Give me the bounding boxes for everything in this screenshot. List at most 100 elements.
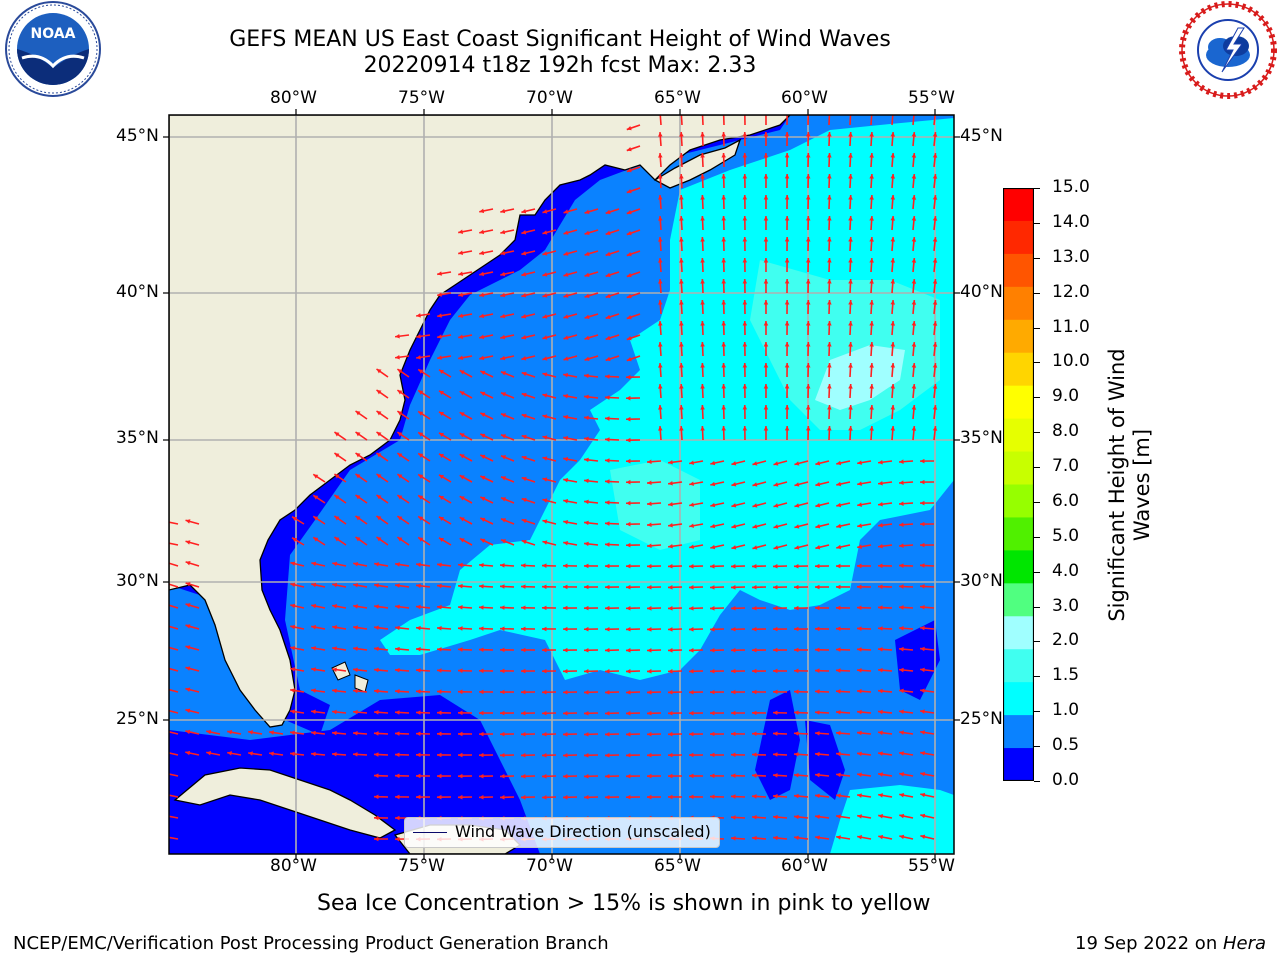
wave-direction-arrow: [856, 688, 872, 694]
wave-direction-arrow: [290, 603, 305, 609]
wave-direction-arrow: [848, 278, 853, 294]
wave-direction-arrow: [311, 646, 326, 651]
wave-direction-arrow: [848, 173, 853, 189]
wave-direction-arrow: [541, 563, 557, 568]
wave-direction-arrow: [625, 374, 641, 380]
wave-direction-arrow: [521, 413, 536, 420]
wave-direction-arrow: [890, 215, 896, 231]
wave-direction-arrow: [521, 313, 536, 319]
colorbar-tick: [1034, 606, 1040, 608]
noaa-logo: NOAA: [5, 1, 101, 97]
wave-direction-arrow: [626, 208, 641, 215]
wave-direction-arrow: [457, 562, 473, 568]
wave-direction-arrow: [521, 392, 536, 399]
wave-direction-arrow: [520, 668, 536, 674]
wave-direction-arrow: [541, 795, 557, 800]
wave-direction-arrow: [784, 152, 790, 168]
wave-direction-arrow: [836, 835, 851, 840]
colorbar-segment: [1003, 616, 1034, 650]
wave-direction-arrow: [784, 278, 790, 294]
colorbar-segment: [1003, 748, 1034, 781]
wave-direction-arrow: [836, 544, 851, 550]
wave-direction-arrow: [626, 187, 641, 194]
wave-direction-arrow: [478, 668, 494, 674]
wave-direction-arrow: [457, 583, 473, 589]
wave-direction-arrow: [815, 502, 830, 508]
lon-label-bottom-70: 70°W: [526, 856, 573, 876]
wave-direction-arrow: [437, 313, 452, 318]
wave-direction-arrow: [374, 562, 389, 567]
wave-direction-arrow: [730, 773, 746, 778]
wave-direction-arrow: [478, 710, 494, 716]
wave-direction-arrow: [898, 459, 914, 464]
wave-direction-arrow: [742, 236, 748, 252]
wave-direction-arrow: [227, 751, 242, 756]
wave-direction-arrow: [500, 292, 515, 298]
colorbar-segment: [1003, 352, 1034, 387]
wave-direction-arrow: [898, 501, 914, 506]
wave-direction-arrow: [521, 539, 536, 546]
wave-direction-arrow: [742, 341, 748, 357]
wave-direction-arrow: [814, 731, 830, 736]
wave-direction-arrow: [459, 369, 473, 378]
wave-direction-arrow: [721, 257, 726, 273]
wave-direction-arrow: [311, 582, 326, 588]
wave-direction-arrow: [459, 516, 473, 525]
wave-direction-arrow: [332, 646, 347, 651]
wave-direction-arrow: [731, 523, 746, 529]
wave-direction-arrow: [869, 194, 874, 210]
wave-direction-arrow: [500, 250, 515, 256]
wave-direction-arrow: [290, 667, 305, 672]
wave-direction-arrow: [721, 236, 726, 252]
wave-direction-arrow: [814, 626, 830, 632]
wave-direction-arrow: [932, 257, 938, 273]
wave-direction-arrow: [751, 585, 767, 590]
wave-direction-arrow: [668, 502, 683, 507]
colorbar-tick: [1034, 292, 1040, 294]
wave-direction-arrow: [835, 668, 851, 673]
wave-direction-arrow: [658, 131, 663, 147]
wave-direction-arrow: [898, 605, 914, 610]
wave-direction-arrow: [396, 452, 410, 462]
wave-direction-arrow: [827, 383, 832, 399]
wave-direction-arrow: [688, 564, 704, 569]
wave-direction-arrow: [679, 320, 684, 336]
wave-direction-arrow: [814, 584, 830, 590]
wave-direction-arrow: [436, 731, 452, 737]
wave-direction-arrow: [290, 709, 305, 714]
wave-direction-arrow: [932, 173, 938, 189]
wave-direction-arrow: [459, 453, 473, 462]
wave-direction-arrow: [185, 582, 200, 588]
colorbar-tick-label: 15.0: [1052, 177, 1090, 197]
wave-direction-arrow: [911, 425, 917, 441]
wave-direction-arrow: [710, 502, 725, 508]
wave-direction-arrow: [689, 523, 704, 528]
wave-direction-arrow: [353, 667, 368, 673]
colorbar-tick: [1034, 676, 1040, 678]
wave-direction-arrow: [583, 753, 599, 758]
colorbar-tick: [1034, 397, 1040, 399]
wave-direction-arrow: [679, 152, 684, 168]
wave-direction-arrow: [751, 626, 767, 632]
wave-direction-arrow: [805, 404, 811, 420]
wave-direction-arrow: [658, 173, 663, 189]
wave-direction-arrow: [721, 404, 726, 420]
wave-direction-arrow: [520, 563, 536, 568]
wave-direction-arrow: [742, 299, 748, 315]
wave-direction-arrow: [605, 271, 620, 278]
wave-direction-arrow: [604, 395, 620, 400]
wave-direction-arrow: [311, 603, 326, 609]
wave-direction-arrow: [417, 473, 431, 483]
wave-direction-arrow: [583, 774, 599, 779]
lon-label-top-60: 60°W: [781, 88, 828, 108]
wave-direction-arrow: [730, 689, 746, 695]
noaa-logo-text: NOAA: [31, 26, 76, 42]
wave-direction-arrow: [752, 460, 767, 466]
wave-direction-arrow: [541, 605, 557, 611]
wave-direction-arrow: [700, 152, 705, 168]
colorbar-tick-label: 10.0: [1052, 351, 1090, 372]
wave-direction-arrow: [290, 645, 305, 651]
wave-direction-arrow: [312, 515, 326, 525]
wave-direction-arrow: [248, 751, 263, 756]
wave-direction-arrow: [604, 669, 620, 674]
